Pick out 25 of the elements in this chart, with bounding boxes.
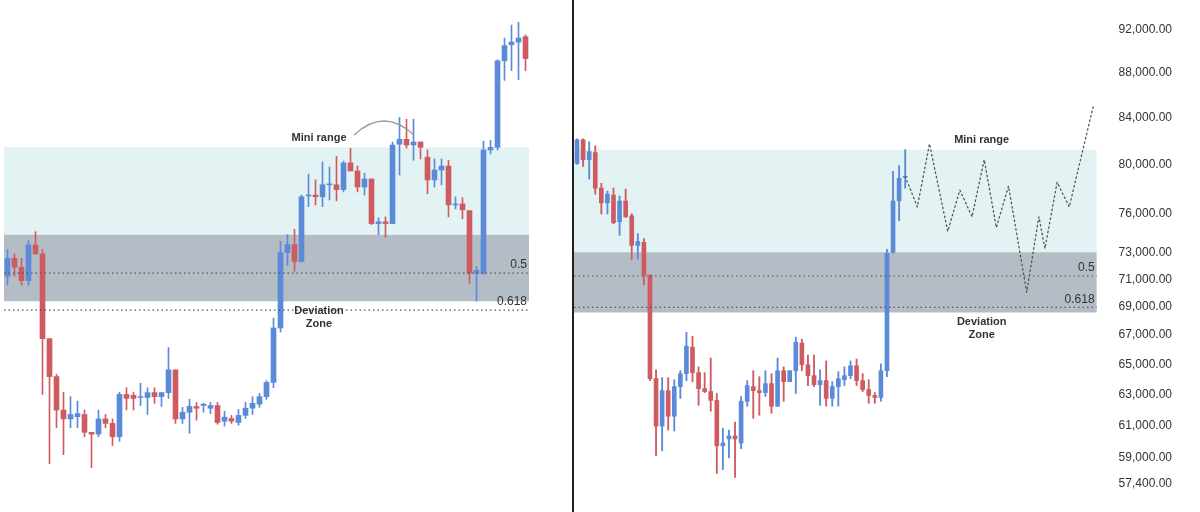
band-label: Mini range — [291, 130, 347, 143]
annotation: 0.618 — [496, 294, 528, 309]
candlestick — [635, 233, 641, 260]
annotation: 0.5 — [510, 257, 528, 272]
y-tick-label: 76,000.00 — [1118, 206, 1173, 221]
y-tick-label: 71,000.00 — [1118, 271, 1173, 286]
y-tick-label: 59,000.00 — [1118, 449, 1173, 464]
y-tick-label: 84,000.00 — [1118, 109, 1173, 124]
y-tick-label: 80,000.00 — [1118, 156, 1173, 171]
y-tick-label: 57,400.00 — [1118, 476, 1173, 491]
y-tick-label: 73,000.00 — [1118, 244, 1173, 259]
candlestick — [902, 149, 908, 189]
y-tick-label: 67,000.00 — [1118, 327, 1173, 342]
y-tick-label: 92,000.00 — [1118, 22, 1173, 37]
annotation: 0.618 — [1064, 291, 1095, 306]
y-tick-label: 69,000.00 — [1118, 299, 1173, 314]
band-label: Mini range — [954, 133, 1010, 146]
annotation: 0.5 — [1077, 260, 1095, 275]
y-tick-label: 63,000.00 — [1118, 386, 1173, 401]
y-tick-label: 88,000.00 — [1118, 65, 1173, 80]
band-label: Deviation Zone — [956, 315, 1007, 341]
y-tick-label: 61,000.00 — [1118, 417, 1173, 432]
candlestick — [817, 369, 823, 406]
band-label: Deviation Zone — [294, 303, 345, 329]
y-tick-label: 65,000.00 — [1118, 356, 1173, 371]
